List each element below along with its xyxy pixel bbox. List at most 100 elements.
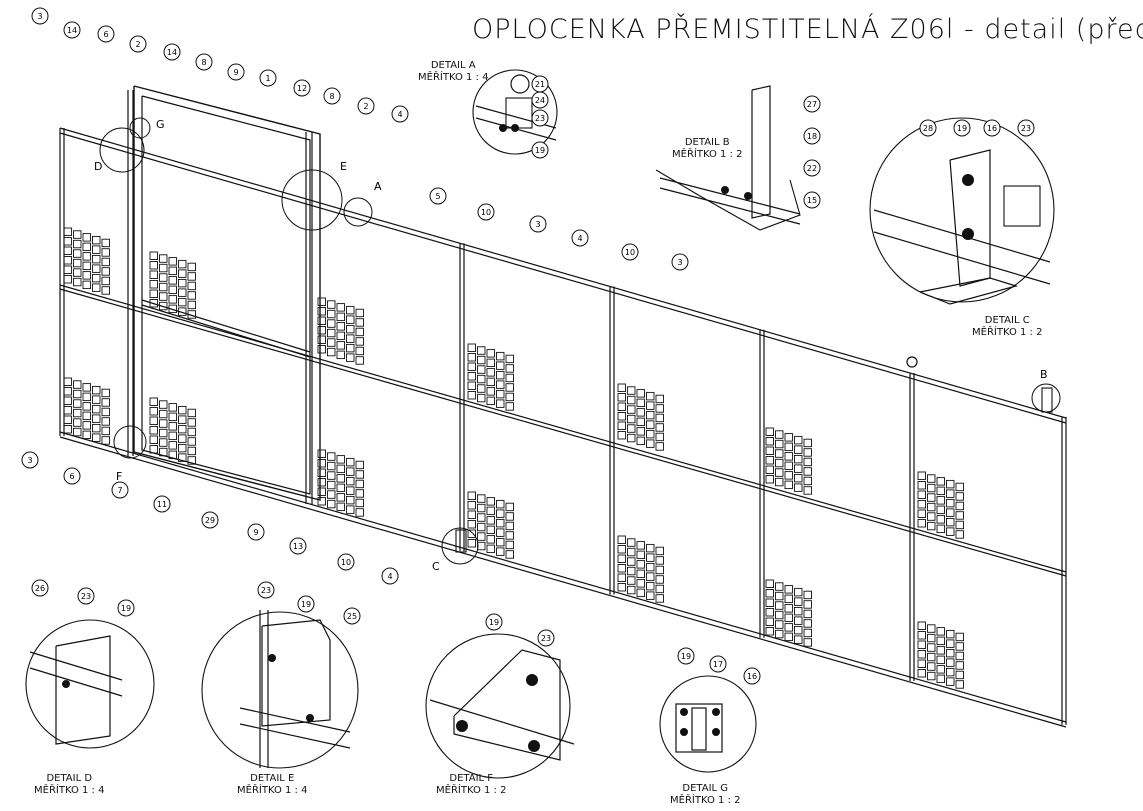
mesh-cell [617, 393, 626, 402]
mesh-cell [187, 408, 196, 418]
detail-e-rail [239, 723, 351, 749]
mesh-cell [327, 490, 336, 499]
mesh-cell [936, 627, 945, 636]
mesh-cell [636, 569, 645, 579]
mesh-cell [636, 408, 645, 417]
mesh-cell [946, 508, 955, 517]
mesh-cell [784, 480, 793, 490]
mesh-cell [82, 261, 91, 271]
mesh-cell [646, 420, 655, 429]
mesh-cell [486, 377, 495, 387]
balloon-circle [677, 647, 695, 665]
mesh-cell [617, 554, 626, 563]
detail-c-bolt [962, 228, 974, 240]
mesh-cell [178, 288, 187, 297]
balloon-23: 23 [77, 587, 95, 605]
detail-d-plate [55, 635, 111, 745]
balloon-number: 23 [261, 586, 271, 595]
mesh-cell [775, 582, 784, 591]
mesh-cell [73, 258, 82, 268]
detail-a-bolt [511, 124, 519, 132]
mesh-cell [803, 448, 812, 457]
balloon-circle [1017, 119, 1035, 137]
mesh-cell [317, 307, 326, 316]
detail-f-bolt [528, 740, 540, 752]
mesh-cell [178, 259, 187, 269]
mesh-cell [655, 394, 664, 404]
mesh-cell [178, 453, 187, 462]
mesh-cell [496, 351, 505, 361]
mesh-cell [327, 309, 336, 319]
mesh-cell [946, 498, 955, 508]
mesh-cell [168, 403, 177, 412]
mesh-cell [936, 486, 945, 496]
balloon-circle [129, 35, 147, 53]
balloon-number: 9 [233, 68, 238, 77]
balloon-4: 4 [391, 105, 409, 123]
mesh-cell [317, 326, 326, 335]
balloon-circle [531, 91, 549, 109]
mesh-cell [794, 616, 803, 625]
detail-g-bolt [712, 728, 720, 736]
balloon-circle [323, 87, 341, 105]
mesh-cell [178, 434, 187, 443]
mesh-cell [946, 677, 955, 686]
mesh-cell [73, 427, 82, 437]
balloon-19: 19 [485, 613, 503, 631]
balloon-22: 22 [803, 159, 821, 177]
mesh-cell [63, 227, 72, 236]
mesh-cell [794, 454, 803, 464]
balloon-circle [485, 613, 503, 631]
mesh-cell [803, 476, 812, 486]
mesh-cell [927, 512, 936, 521]
balloon-19: 19 [531, 141, 549, 159]
mesh-cell [327, 338, 336, 347]
balloon-circle [153, 495, 171, 513]
balloon-circle [357, 97, 375, 115]
balloon-circle [983, 119, 1001, 137]
mesh-cell [627, 576, 636, 585]
balloon-circle [537, 629, 555, 647]
balloon-circle [709, 655, 727, 673]
mesh-cell [636, 579, 645, 588]
mesh-cell [646, 543, 655, 553]
fence-post-4 [759, 329, 765, 638]
mesh-cell [927, 671, 936, 681]
detail-f-bolt [456, 720, 468, 732]
profile-edge [59, 132, 1067, 424]
mesh-cell [92, 385, 101, 395]
mesh-cell [82, 252, 91, 261]
mesh-cell [327, 300, 336, 309]
mesh-cell [636, 541, 645, 550]
mesh-cell [794, 587, 803, 597]
mesh-cell [955, 520, 964, 530]
mesh-cell [355, 318, 364, 327]
mesh-cell [927, 502, 936, 512]
detail-boundary [869, 117, 1055, 303]
balloon-number: 26 [35, 584, 45, 593]
balloon-9: 9 [227, 63, 245, 81]
balloon-circle [919, 119, 937, 137]
detail-c-bracket [949, 149, 991, 287]
mesh-cell [784, 623, 793, 632]
mesh-cell [149, 416, 158, 425]
mesh-cell [73, 408, 82, 418]
mesh-cell [159, 254, 168, 263]
door-hinge-post [127, 90, 134, 456]
mesh-cell [467, 501, 476, 510]
mesh-cell [803, 467, 812, 476]
balloon-number: 23 [81, 592, 91, 601]
mesh-cell [765, 427, 774, 436]
mesh-cell [505, 502, 514, 512]
mesh-cell [101, 388, 110, 398]
balloon-number: 23 [541, 634, 551, 643]
mesh-7 [467, 343, 514, 411]
mesh-cell [955, 530, 964, 539]
detail-g-pin [691, 707, 707, 751]
mesh-cell [775, 620, 784, 629]
mesh-cell [765, 617, 774, 626]
mesh-cell [355, 489, 364, 498]
balloon-14: 14 [163, 43, 181, 61]
mesh-cell [627, 585, 636, 595]
